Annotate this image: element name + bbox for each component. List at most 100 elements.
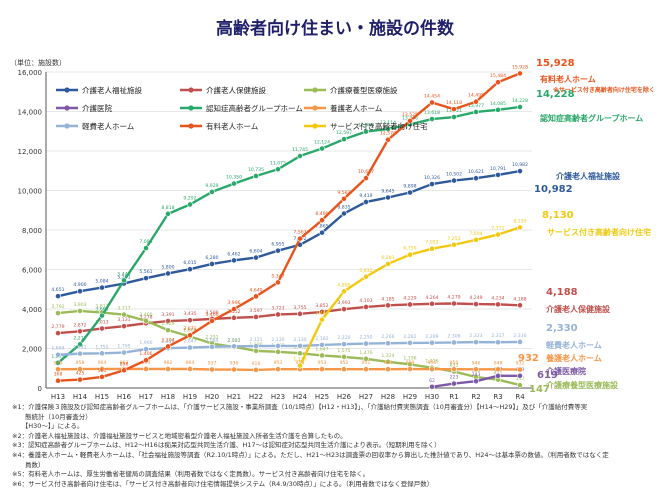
data-label-roujin_fukushi: 6,280 bbox=[205, 255, 218, 261]
data-point-yuryou bbox=[429, 99, 435, 106]
data-label-ryouyou: 2,082 bbox=[227, 338, 240, 344]
data-label-yuryou: 1,406 bbox=[139, 351, 152, 357]
data-label-roujin_fukushi: 5,561 bbox=[139, 269, 152, 275]
data-point-roujin_fukushi bbox=[187, 266, 193, 273]
data-label-yougo: 932 bbox=[516, 361, 525, 367]
end-value-label: 15,928 bbox=[536, 58, 575, 69]
data-label-group_home: 12,124 bbox=[314, 140, 330, 146]
data-label-roujin_hoken: 4,279 bbox=[447, 294, 460, 300]
data-point-roujin_hoken bbox=[363, 304, 369, 310]
legend-marker bbox=[64, 105, 70, 111]
data-label-sakoju: 3,460 bbox=[315, 311, 328, 317]
data-label-yuryou: 5,347 bbox=[271, 273, 284, 279]
legend-label: サービス付き高齢者向け住宅 bbox=[330, 121, 428, 131]
data-point-keihi bbox=[495, 339, 501, 346]
data-point-roujin_fukushi bbox=[341, 210, 347, 217]
series-name-label: 有料老人ホーム bbox=[540, 74, 596, 84]
data-point-yougo bbox=[231, 366, 237, 373]
data-point-keihi bbox=[341, 341, 347, 348]
data-label-sakoju: 7,053 bbox=[425, 240, 438, 246]
end-value-label: 2,330 bbox=[546, 323, 578, 334]
data-point-iryouin bbox=[429, 383, 435, 390]
data-label-roujin_fukushi: 4,651 bbox=[51, 287, 64, 293]
end-value-label: 932 bbox=[518, 353, 539, 364]
data-label-roujin_hoken: 3,993 bbox=[337, 300, 350, 306]
data-point-group_home bbox=[209, 189, 215, 195]
data-point-ryouyou bbox=[121, 311, 127, 318]
data-label-group_home: 11,745 bbox=[292, 147, 308, 153]
data-label-yougo: 953 bbox=[318, 360, 327, 366]
data-point-sakoju bbox=[385, 261, 391, 267]
data-point-ryouyou bbox=[385, 358, 391, 365]
data-label-iryouin: 62 bbox=[429, 378, 435, 384]
data-label-keihi: 2,282 bbox=[403, 334, 416, 340]
footnote: ※6：サービス付き高齢者向け住宅は、「サービス付き高齢者向け住宅情報提供システム… bbox=[12, 479, 434, 488]
data-point-yuryou bbox=[341, 195, 347, 202]
data-label-roujin_hoken: 3,852 bbox=[315, 303, 328, 309]
footnote: 【H30〜】」による。 bbox=[12, 422, 84, 431]
data-label-yuryou: 12,570 bbox=[380, 131, 396, 137]
footnote: ※2：介護老人福祉施設は、介護福祉施設サービスと地域密着型介護老人福祉施設入所者… bbox=[12, 431, 347, 440]
data-point-yougo bbox=[363, 366, 369, 373]
data-point-ryouyou bbox=[517, 382, 523, 388]
data-point-keihi bbox=[517, 339, 523, 345]
data-label-ryouyou: 3,817 bbox=[95, 304, 108, 310]
data-label-yougo: 951 bbox=[362, 360, 371, 366]
data-point-group_home bbox=[121, 277, 127, 284]
data-label-keihi: 1,755 bbox=[95, 344, 108, 350]
data-label-keihi: 2,220 bbox=[337, 335, 350, 341]
data-point-yougo bbox=[143, 366, 149, 372]
data-label-group_home: 14,228 bbox=[512, 98, 528, 104]
data-point-keihi bbox=[99, 350, 105, 357]
data-point-yuryou bbox=[495, 79, 501, 86]
data-label-yougo: 958 bbox=[76, 360, 85, 366]
data-point-yuryou bbox=[319, 217, 325, 224]
data-label-roujin_hoken: 3,391 bbox=[161, 312, 174, 318]
footnotes: ※1：介護保険３施設及び認知症高齢者グループホームは、「介護サービス施設・事業所… bbox=[12, 403, 662, 489]
data-label-roujin_hoken: 4,234 bbox=[491, 295, 504, 301]
data-label-roujin_hoken: 4,249 bbox=[469, 295, 482, 301]
data-point-yougo bbox=[495, 366, 501, 373]
legend-label: 介護療養型医療施設 bbox=[330, 85, 398, 95]
data-point-yuryou bbox=[99, 374, 105, 380]
legend-label: 有料老人ホーム bbox=[206, 121, 258, 131]
data-label-yougo: 936 bbox=[230, 361, 239, 367]
data-label-sakoju: 7,253 bbox=[447, 236, 460, 242]
data-label-yougo: 953 bbox=[274, 360, 283, 366]
page-title: 高齢者向け住まい・施設の件数 bbox=[216, 19, 454, 39]
data-point-roujin_hoken bbox=[407, 301, 413, 308]
data-point-keihi bbox=[209, 343, 215, 350]
data-point-roujin_fukushi bbox=[55, 293, 61, 300]
legend-marker bbox=[188, 87, 194, 93]
data-label-ryouyou: 1,196 bbox=[403, 355, 416, 361]
data-label-keihi: 2,182 bbox=[315, 336, 328, 342]
data-point-ryouyou bbox=[341, 353, 347, 360]
data-label-group_home: 3,665 bbox=[95, 307, 108, 313]
data-label-keihi: 2,016 bbox=[161, 339, 174, 345]
data-label-yuryou: 3,400 bbox=[205, 312, 218, 318]
data-point-sakoju bbox=[341, 288, 347, 295]
data-label-yuryou: 2,104 bbox=[161, 337, 174, 343]
data-point-iryouin bbox=[473, 378, 479, 385]
data-point-yuryou bbox=[363, 175, 369, 182]
data-label-group_home: 12,983 bbox=[358, 123, 374, 129]
data-label-roujin_fukushi: 5,084 bbox=[95, 279, 108, 285]
data-label-roujin_hoken: 4,103 bbox=[359, 298, 372, 304]
data-point-keihi bbox=[363, 340, 369, 347]
data-point-group_home bbox=[55, 359, 61, 366]
legend-label: 認知症高齢者グループホーム bbox=[206, 103, 303, 113]
x-tick-label: H21 bbox=[227, 393, 241, 400]
data-label-roujin_hoken: 4,185 bbox=[381, 296, 394, 302]
data-point-ryouyou bbox=[55, 310, 61, 317]
series-line-roujin_fukushi bbox=[57, 169, 521, 298]
x-tick-label: H27 bbox=[359, 393, 373, 400]
data-point-keihi bbox=[275, 343, 281, 349]
data-label-roujin_hoken: 3,597 bbox=[249, 308, 262, 314]
data-label-yuryou: 7,563 bbox=[293, 230, 306, 236]
legend-marker bbox=[312, 87, 318, 93]
data-point-yuryou bbox=[407, 117, 413, 124]
data-point-yuryou bbox=[187, 332, 193, 339]
data-label-roujin_fukushi: 4,900 bbox=[73, 282, 86, 288]
data-label-keihi: 2,084 bbox=[205, 338, 218, 344]
data-label-ryouyou: 1,476 bbox=[359, 350, 372, 356]
